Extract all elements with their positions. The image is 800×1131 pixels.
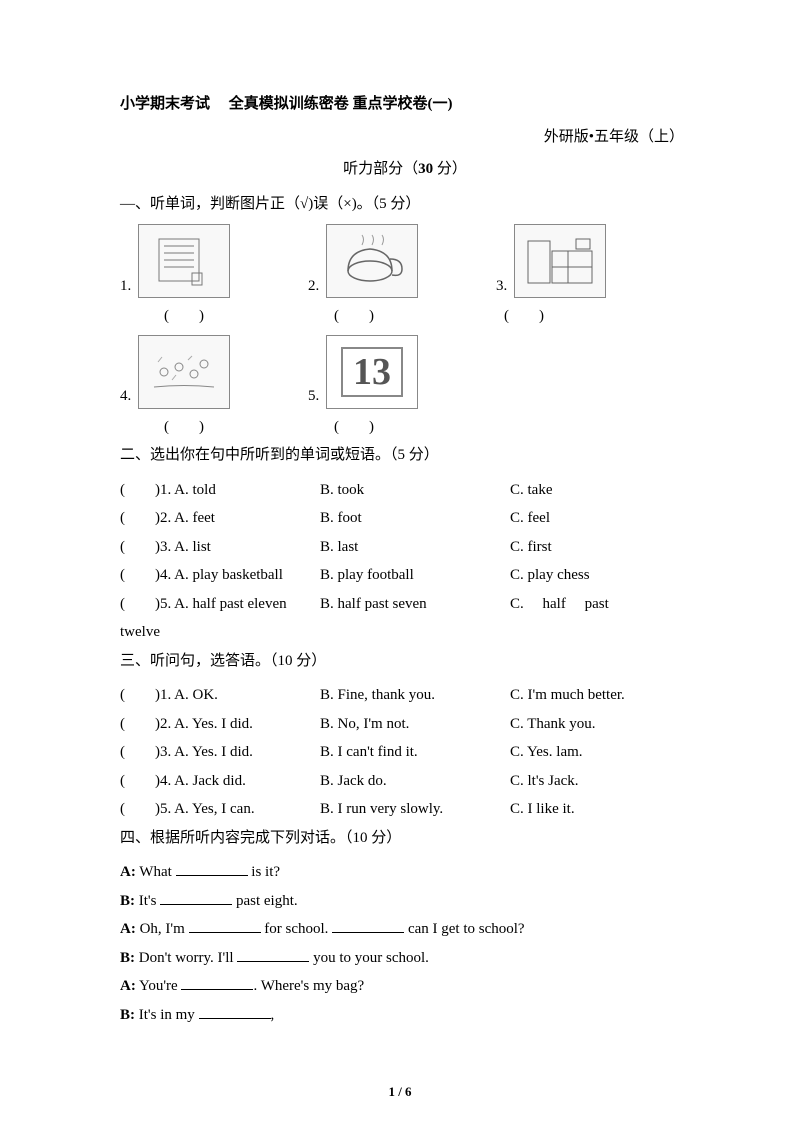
s2-instruction: 二、选出你在句中所听到的单词或短语。（5 分） xyxy=(120,441,690,470)
s4-l2: B: It's past eight. xyxy=(120,887,690,916)
s2-r4: ( )4. A. play basketballB. play football… xyxy=(120,561,690,590)
s1-instruction: —、听单词，判断图片正（√)误（×)。（5 分） xyxy=(120,190,690,219)
page-title: 小学期末考试 全真模拟训练密卷 重点学校卷(一) xyxy=(120,90,690,119)
s1-num-2: 2. xyxy=(308,272,326,301)
s1-num-5: 5. xyxy=(308,382,326,411)
s1-img-5: 13 xyxy=(326,335,418,409)
blank-4[interactable] xyxy=(332,919,404,933)
page-number: 1 / 6 xyxy=(0,1080,800,1105)
blank-2[interactable] xyxy=(160,891,232,905)
s1-paren-5: ( ) xyxy=(308,413,400,442)
s1-paren-2: ( ) xyxy=(308,302,400,331)
s3-r4: ( )4. A. Jack did.B. Jack do.C. lt's Jac… xyxy=(120,767,690,796)
s4-l3: A: Oh, I'm for school. can I get to scho… xyxy=(120,915,690,944)
s1-num-1: 1. xyxy=(120,272,138,301)
s1-img-4 xyxy=(138,335,230,409)
s4-l5: A: You're . Where's my bag? xyxy=(120,972,690,1001)
s1-img-1 xyxy=(138,224,230,298)
blank-6[interactable] xyxy=(181,976,253,990)
s3-r3: ( )3. A. Yes. I did.B. I can't find it.C… xyxy=(120,738,690,767)
s3-r2: ( )2. A. Yes. I did.B. No, I'm not.C. Th… xyxy=(120,710,690,739)
s1-row1: 1. 2. 3. xyxy=(120,224,690,300)
s1-paren-1: ( ) xyxy=(138,302,230,331)
s3-r5: ( )5. A. Yes, I can.B. I run very slowly… xyxy=(120,795,690,824)
s1-paren-row1: ( ) ( ) ( ) xyxy=(138,302,690,331)
s4-l1: A: What is it? xyxy=(120,858,690,887)
s4-instruction: 四、根据所听内容完成下列对话。（10 分） xyxy=(120,824,690,853)
s4-l4: B: Don't worry. I'll you to your school. xyxy=(120,944,690,973)
s1-img-3 xyxy=(514,224,606,298)
s1-paren-row2: ( ) ( ) xyxy=(138,413,690,442)
s2-r3: ( )3. A. listB. lastC. first xyxy=(120,533,690,562)
s1-img-2 xyxy=(326,224,418,298)
s4-l6: B: It's in my , xyxy=(120,1001,690,1030)
s1-row2: 4. 5. 13 xyxy=(120,335,690,411)
subtitle: 外研版•五年级（上） xyxy=(120,123,684,152)
blank-7[interactable] xyxy=(199,1005,271,1019)
blank-3[interactable] xyxy=(189,919,261,933)
s1-img-13-text: 13 xyxy=(341,347,403,397)
s2-r1: ( )1. A. toldB. tookC. take xyxy=(120,476,690,505)
blank-1[interactable] xyxy=(176,862,248,876)
s2-tail: twelve xyxy=(120,618,690,647)
s1-paren-3: ( ) xyxy=(478,302,570,331)
blank-5[interactable] xyxy=(237,948,309,962)
s1-paren-4: ( ) xyxy=(138,413,230,442)
s2-r5: ( )5. A. half past elevenB. half past se… xyxy=(120,590,690,619)
s3-instruction: 三、听问句，选答语。（10 分） xyxy=(120,647,690,676)
s1-num-4: 4. xyxy=(120,382,138,411)
s1-num-3: 3. xyxy=(496,272,514,301)
listening-header: 听力部分（30 分） xyxy=(120,155,690,184)
s2-r2: ( )2. A. feetB. footC. feel xyxy=(120,504,690,533)
s3-r1: ( )1. A. OK.B. Fine, thank you.C. I'm mu… xyxy=(120,681,690,710)
